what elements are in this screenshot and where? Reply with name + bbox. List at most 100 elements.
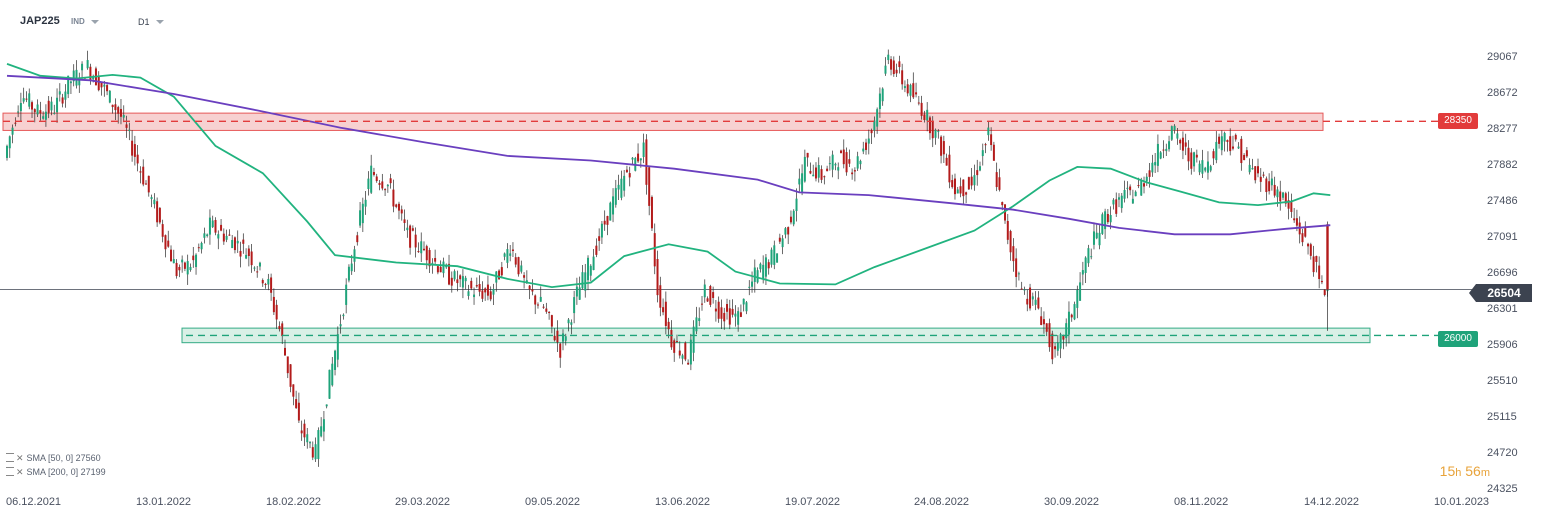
candle-body (564, 336, 567, 341)
candle-body (1156, 143, 1159, 166)
candle-body (100, 82, 103, 88)
candle-body (1106, 213, 1109, 223)
candle-body (228, 234, 231, 236)
candle-body (208, 217, 211, 235)
candle-body (520, 265, 523, 272)
candle-body (1181, 137, 1184, 151)
candle-body (1006, 220, 1009, 240)
y-tick-label: 28277 (1487, 123, 1518, 135)
candle-body (1104, 211, 1107, 230)
candle-body (795, 198, 798, 212)
candle-body (701, 303, 703, 305)
candle-body (331, 363, 334, 386)
candle-body (787, 227, 790, 235)
candle-body (956, 189, 959, 194)
candle-body (181, 259, 184, 263)
candle-body (536, 304, 539, 306)
candle-body (992, 144, 995, 161)
sma200-line (6, 74, 1331, 236)
candle-body (64, 91, 67, 100)
candle-body (695, 317, 698, 332)
candle-body (837, 167, 840, 171)
candle-body (903, 86, 906, 89)
sma50-indicator-row[interactable]: ✕ SMA [50, 0] 27560 (6, 453, 101, 464)
candle-body (689, 339, 692, 365)
candle-body (103, 84, 106, 87)
candle-body (528, 285, 531, 290)
candle-body (1112, 199, 1115, 205)
candle-body (236, 240, 239, 244)
indicator-settings-icon[interactable] (6, 453, 14, 462)
x-tick-label: 19.07.2022 (785, 496, 840, 508)
candle-body (239, 250, 242, 257)
candle-body (411, 228, 414, 231)
candle-body (712, 292, 715, 298)
candle-body (245, 254, 248, 259)
candle-body (22, 98, 25, 102)
candle-body (1012, 246, 1015, 262)
candle-body (792, 210, 795, 225)
candle-body (97, 75, 100, 91)
candle-body (36, 104, 39, 115)
candle-body (1092, 231, 1095, 245)
candle-body (734, 313, 737, 317)
candle-body (197, 247, 200, 249)
candle-body (420, 241, 423, 254)
candle-body (1215, 141, 1218, 161)
candle-body (270, 277, 273, 293)
candle-body (748, 286, 751, 288)
candle-body (506, 249, 509, 263)
candle-body (1084, 257, 1087, 273)
candle-body (840, 150, 842, 154)
candle-body (1198, 163, 1201, 173)
candle-body (698, 318, 701, 322)
symbol-dropdown-chevron-icon[interactable] (91, 20, 99, 24)
candle-body (737, 311, 740, 325)
candle-body (108, 90, 111, 103)
candle-body (909, 84, 912, 96)
sma200-indicator-row[interactable]: ✕ SMA [200, 0] 27199 (6, 467, 106, 478)
candle-body (575, 286, 578, 297)
candle-body (264, 283, 267, 285)
candle-body (762, 264, 765, 279)
candle-body (317, 430, 320, 460)
candle-body (970, 176, 973, 186)
candle-body (158, 207, 161, 223)
candle-body (692, 326, 695, 353)
y-tick-label: 25510 (1487, 375, 1518, 387)
y-tick-label: 26696 (1487, 267, 1518, 279)
candle-body (192, 255, 195, 261)
symbol-label[interactable]: JAP225 (20, 15, 60, 27)
candle-body (195, 254, 198, 268)
candle-body (1201, 160, 1204, 174)
candle-body (439, 266, 442, 273)
candle-body (1229, 136, 1232, 152)
timeframe-label[interactable]: D1 (138, 17, 150, 27)
candle-body (150, 197, 153, 200)
candle-body (281, 323, 284, 337)
candle-body (459, 275, 462, 280)
candle-body (1151, 162, 1154, 173)
candle-body (1287, 200, 1290, 209)
candle-body (926, 109, 929, 121)
remove-indicator-icon[interactable]: ✕ (16, 453, 24, 463)
candle-body (881, 88, 884, 102)
timeframe-dropdown-chevron-icon[interactable] (156, 20, 164, 24)
candle-body (923, 114, 926, 120)
y-tick-label: 27091 (1487, 231, 1518, 243)
candle-body (1265, 178, 1268, 193)
x-tick-label: 08.11.2022 (1174, 496, 1228, 508)
candle-body (834, 163, 837, 166)
candle-body (756, 270, 759, 283)
candle-body (887, 54, 890, 61)
candle-body (395, 204, 398, 207)
candle-body (53, 112, 56, 114)
indicator-settings-icon[interactable] (6, 467, 14, 476)
remove-indicator-icon[interactable]: ✕ (16, 467, 24, 477)
candle-body (370, 165, 373, 193)
candle-body (1318, 265, 1321, 280)
candle-body (306, 434, 309, 443)
candle-body (461, 276, 464, 288)
candle-body (492, 289, 495, 295)
